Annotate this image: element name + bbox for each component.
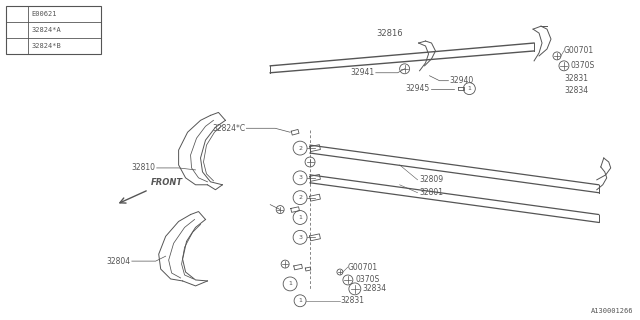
Text: G00701: G00701: [564, 46, 594, 55]
Text: 32831: 32831: [564, 74, 588, 83]
Text: 32834: 32834: [564, 86, 588, 95]
Text: 32834: 32834: [363, 284, 387, 293]
Text: 1: 1: [298, 215, 302, 220]
Text: 1: 1: [288, 281, 292, 286]
Text: 32824*C: 32824*C: [212, 124, 245, 133]
Text: 0370S: 0370S: [571, 61, 595, 70]
Text: 1: 1: [15, 12, 19, 17]
Text: 32801: 32801: [420, 188, 444, 197]
Text: 32945: 32945: [405, 84, 429, 93]
Text: 3: 3: [298, 235, 302, 240]
Text: 32804: 32804: [107, 257, 131, 266]
Text: FRONT: FRONT: [151, 178, 183, 187]
Text: 1: 1: [298, 298, 302, 303]
Text: 0370S: 0370S: [356, 276, 380, 284]
Text: 32816: 32816: [376, 29, 403, 38]
Text: 32810: 32810: [132, 164, 156, 172]
Text: 1: 1: [467, 86, 471, 91]
Text: E00621: E00621: [31, 11, 57, 17]
Text: 32940: 32940: [449, 76, 474, 85]
Text: 32831: 32831: [340, 296, 364, 305]
Text: A130001266: A130001266: [591, 308, 634, 314]
Text: G00701: G00701: [348, 263, 378, 272]
Text: 3: 3: [15, 44, 19, 49]
Text: 32824*A: 32824*A: [31, 27, 61, 33]
FancyBboxPatch shape: [6, 6, 101, 54]
Text: 32809: 32809: [420, 175, 444, 184]
Text: 2: 2: [15, 28, 19, 33]
Text: 3: 3: [298, 175, 302, 180]
Text: 2: 2: [298, 146, 302, 151]
Text: 2: 2: [298, 195, 302, 200]
Text: 32941: 32941: [351, 68, 375, 77]
Text: 32824*B: 32824*B: [31, 43, 61, 49]
